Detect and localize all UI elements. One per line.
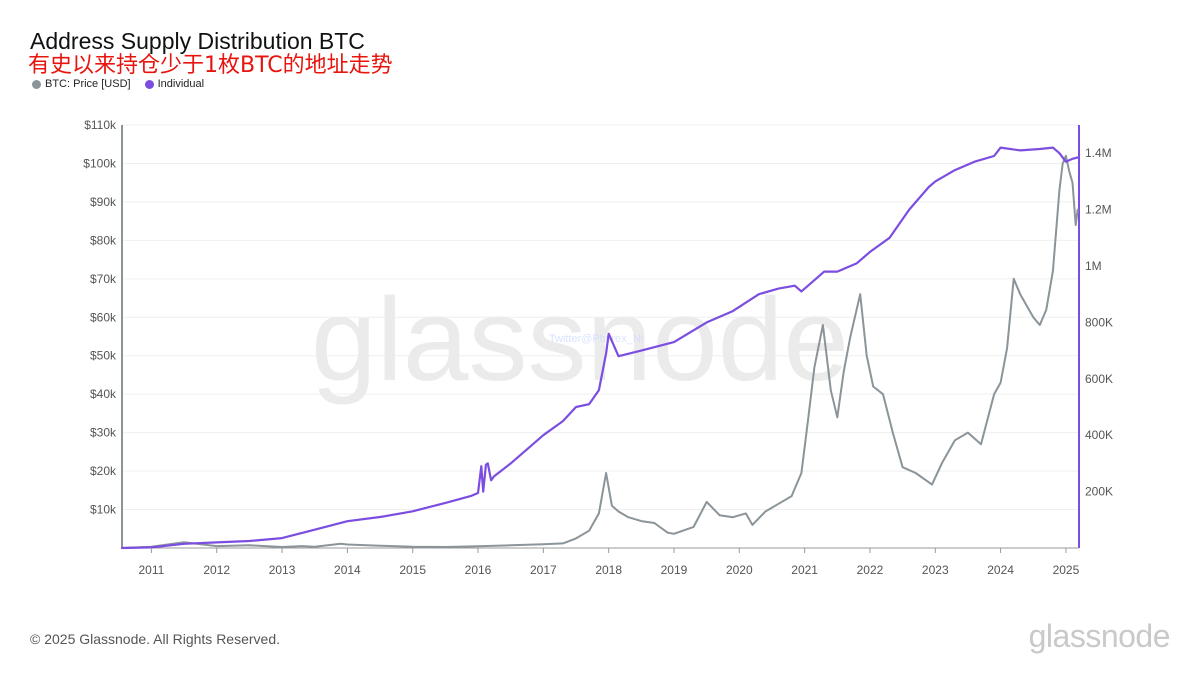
x-tick-label: 2015 — [399, 563, 426, 577]
chart-legend: BTC: Price [USD] Individual — [32, 78, 204, 90]
brand-logo: glassnode — [1028, 618, 1171, 654]
y-left-tick-label: $100k — [83, 156, 117, 170]
y-left-tick-label: $10k — [90, 503, 117, 517]
x-tick-label: 2016 — [465, 563, 492, 577]
y-left-tick-label: $40k — [90, 387, 117, 401]
y-right-tick-label: 1.4M — [1085, 146, 1112, 160]
x-tick-label: 2019 — [661, 563, 688, 577]
series-layer — [120, 146, 1079, 550]
x-tick-label: 2023 — [922, 563, 949, 577]
y-right-tick-label: 1M — [1085, 259, 1102, 273]
y-right-tick-label: 400K — [1085, 428, 1113, 442]
page-subtitle: 有史以来持仓少于1枚BTC的地址走势 — [28, 53, 393, 78]
y-left-tick-label: $90k — [90, 195, 117, 209]
x-tick-label: 2014 — [334, 563, 361, 577]
x-tick-label: 2013 — [269, 563, 296, 577]
x-tick-label: 2024 — [987, 563, 1014, 577]
legend-dot-individual — [144, 79, 154, 89]
y-left-tick-label: $60k — [90, 310, 117, 324]
series-line-individual — [120, 146, 1079, 550]
y-left-tick-label: $110k — [84, 118, 117, 132]
x-tick-label: 2012 — [203, 563, 230, 577]
x-tick-label: 2018 — [595, 563, 622, 577]
y-left-tick-label: $20k — [90, 464, 117, 478]
y-left-tick-label: $70k — [90, 272, 117, 286]
legend-label-individual: Individual — [157, 78, 205, 90]
x-tick-label: 2020 — [726, 563, 753, 577]
y-right-tick-label: 800K — [1085, 315, 1113, 329]
legend-dot-price — [32, 79, 41, 89]
y-right-tick-label: 200K — [1085, 485, 1113, 499]
series-line-price — [121, 154, 1079, 549]
x-tick-label: 2025 — [1053, 563, 1080, 577]
legend-label-price: BTC: Price [USD] — [45, 78, 131, 90]
y-left-tick-label: $50k — [90, 349, 117, 363]
y-left-tick-label: $30k — [90, 426, 117, 440]
ticks: $10k $20k $30k $40k $50k $60k $70k $80k $90k $100… — [83, 118, 1113, 577]
y-left-tick-label: $80k — [90, 233, 117, 247]
gridlines — [122, 124, 1079, 511]
x-tick-label: 2022 — [857, 563, 884, 577]
legend-item-price[interactable]: BTC: Price [USD] — [32, 78, 131, 90]
x-tick-label: 2021 — [791, 563, 818, 577]
page-title: Address Supply Distribution BTC — [30, 28, 365, 54]
copyright-footer: © 2025 Glassnode. All Rights Reserved. — [30, 631, 281, 647]
x-tick-label: 2017 — [530, 563, 557, 577]
y-right-tick-label: 600K — [1085, 372, 1113, 386]
overlay-text: Twitter@Phyrex_Ni — [549, 333, 643, 345]
watermark: glassnode — [311, 274, 849, 406]
y-right-tick-label: 1.2M — [1085, 203, 1112, 217]
axes — [121, 125, 1080, 549]
legend-item-individual[interactable]: Individual — [144, 78, 205, 90]
x-tick-label: 2011 — [138, 563, 164, 577]
